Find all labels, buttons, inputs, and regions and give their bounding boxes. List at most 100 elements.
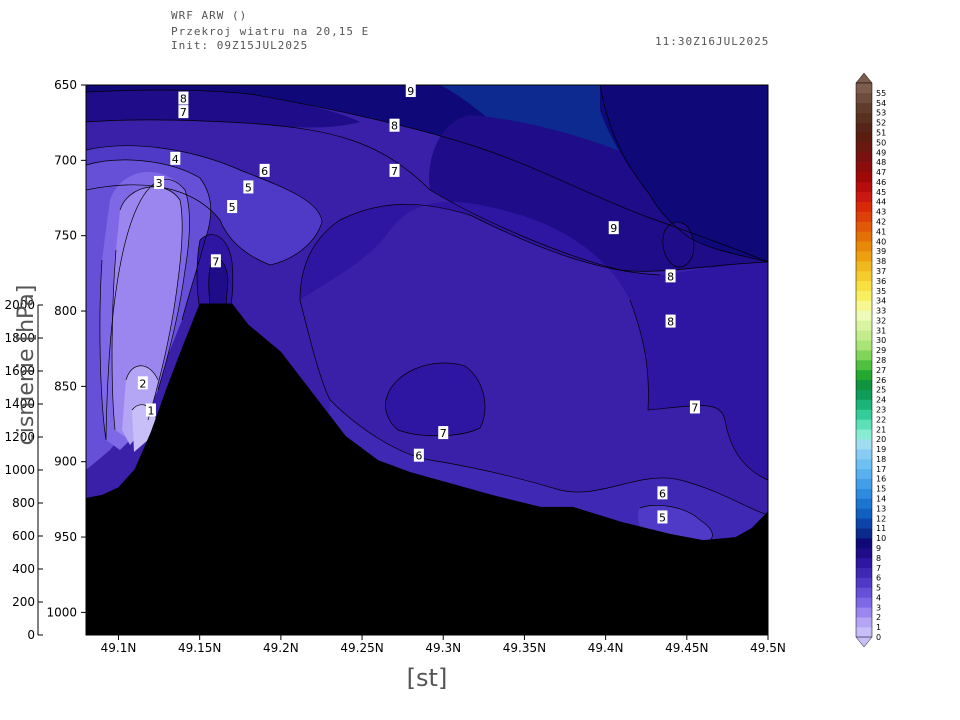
colorbar-swatch [856,261,872,272]
x-tick-label: 49.25N [340,641,383,655]
contour-line [86,159,212,321]
colorbar-level-label: 34 [876,297,886,306]
contour-label: 5 [245,181,252,194]
colorbar-swatch [856,142,872,153]
x-tick-label: 49.1N [101,641,137,655]
colorbar-swatch [856,498,872,509]
colorbar-level-label: 26 [876,376,886,385]
contour-label-box [137,376,148,390]
colorbar-swatch [856,300,872,311]
contour-label: 6 [261,165,268,178]
colorbar-swatch [856,270,872,282]
contour-line [86,89,768,263]
colorbar-swatch [856,429,872,440]
colorbar-level-label: 27 [876,366,886,375]
colorbar-level-label: 8 [876,554,881,563]
contour-label: 6 [659,487,666,500]
colorbar-swatch [856,231,872,242]
colorbar-swatch [856,320,872,331]
contour-label-box [405,84,416,98]
colorbar-level-label: 6 [876,574,881,583]
colorbar-swatch [856,399,872,410]
colorbar-top-arrow [855,72,873,84]
contour-label: 7 [180,106,187,119]
height-tick-label: 800 [12,496,35,510]
contour-label: 8 [180,93,187,106]
height-tick-label: 600 [12,529,35,543]
pressure-tick-label: 950 [54,530,77,544]
colorbar-swatch [856,627,872,638]
colorbar-swatch [856,379,872,390]
colorbar-level-label: 50 [876,138,886,147]
colorbar-level-label: 42 [876,218,886,227]
x-axis: 49.1N 49.15N 49.2N 49.25N 49.3N 49.35N 49.4N 49… [101,635,786,655]
colorbar-frame [855,82,873,638]
contour-line [86,119,768,272]
colorbar-level-label: 30 [876,336,886,345]
colorbar-level-label: 20 [876,435,886,444]
colorbar-level-label: 15 [876,485,886,494]
contour-line [125,365,159,381]
contour-label-box [389,163,400,177]
colorbar-swatch [856,419,872,430]
x-tick-label: 49.2N [263,641,299,655]
colorbar-level-label: 25 [876,386,886,395]
band-9-right [600,85,768,262]
colorbar-swatch [856,112,872,123]
contour-label: 5 [659,511,666,524]
colorbar-swatch [856,241,872,252]
colorbar-swatch [856,409,872,420]
colorbar-swatch [856,122,872,133]
contour-label: 1 [147,404,154,417]
height-tick-label: 1800 [4,331,35,345]
y-axis-label-left: cisnienie [hPa] [14,285,39,446]
colorbar-level-label: 11 [876,524,886,533]
height-axis: 0 200 400 600 800 1000 1200 1400 1600 1800 2000 [4,298,43,642]
contour-line [111,186,183,431]
colorbar-swatch [856,458,872,470]
band-7-center [385,363,485,436]
colorbar-swatch [856,577,872,588]
colorbar-level-label: 22 [876,415,886,424]
colorbar-level-label: 18 [876,455,886,464]
height-tick-label: 2000 [4,298,35,312]
colorbar-level-label: 36 [876,277,886,286]
band-8-inner-right [662,222,694,268]
height-tick-label: 1200 [4,430,35,444]
pressure-tick-label: 800 [54,304,77,318]
colorbar-swatch [856,251,872,262]
contour-label-box [608,221,619,235]
colorbar-swatch [856,538,872,549]
contour-line [86,145,323,266]
colorbar-level-label: 23 [876,405,886,414]
colorbar-level-label: 51 [876,128,886,137]
colorbar-level-label: 14 [876,495,886,504]
colorbar-swatch [856,350,872,361]
x-tick-label: 49.45N [665,641,708,655]
colorbar-level-label: 10 [876,534,886,543]
x-axis-label: [st] [407,664,448,692]
colorbar-level-label: 32 [876,316,886,325]
colorbar-swatch [856,488,872,499]
contour-label-box [210,254,221,268]
pressure-tick-label: 900 [54,455,77,469]
contour-label: 7 [391,165,398,178]
pressure-tick-label: 700 [54,153,77,167]
contour-line [599,85,768,263]
colorbar-level-label: 24 [876,396,886,405]
colorbar-level-label: 47 [876,168,886,177]
colorbar-level-label: 5 [876,584,881,593]
colorbar-swatch [856,162,872,173]
pressure-axis: 650 700 750 800 850 900 950 1000 [46,78,86,619]
colorbar-swatch [856,468,872,480]
contour-line [86,184,271,266]
contour-label-box [689,400,700,414]
model-title: WRF ARW () [171,9,248,22]
contour-label-box [657,510,668,524]
contour-label: 8 [667,270,674,283]
height-tick-label: 0 [27,628,35,642]
colorbar-level-label: 7 [876,564,881,573]
colorbar-level-label: 3 [876,603,881,612]
colorbar-swatch [856,478,872,489]
